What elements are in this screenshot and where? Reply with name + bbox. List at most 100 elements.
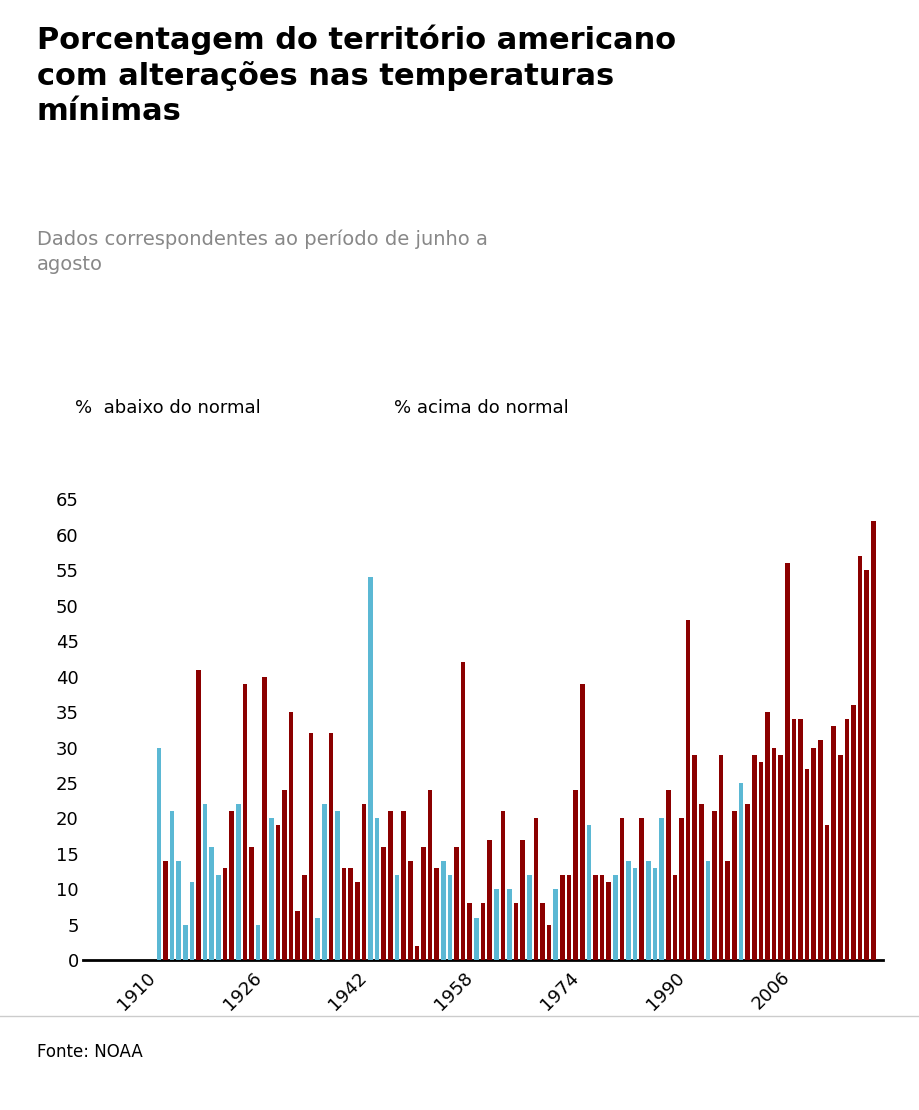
Bar: [804, 953, 809, 960]
Bar: [407, 861, 412, 960]
Bar: [460, 904, 465, 960]
Bar: [612, 910, 617, 960]
Bar: [480, 904, 485, 960]
Bar: [506, 925, 511, 960]
Bar: [573, 790, 577, 960]
Bar: [599, 875, 604, 960]
Bar: [374, 882, 379, 960]
Bar: [771, 747, 776, 960]
Bar: [494, 889, 498, 960]
Bar: [282, 790, 287, 960]
Bar: [276, 847, 280, 960]
Bar: [183, 925, 187, 960]
Bar: [156, 747, 161, 960]
Bar: [579, 684, 584, 960]
Bar: [711, 811, 716, 960]
Bar: [652, 910, 656, 960]
Bar: [672, 875, 676, 960]
Bar: [255, 925, 260, 960]
Text: %  abaixo do normal: % abaixo do normal: [75, 400, 261, 417]
Bar: [870, 904, 875, 960]
Bar: [222, 868, 227, 960]
Bar: [539, 904, 544, 960]
Bar: [850, 925, 855, 960]
Bar: [454, 847, 459, 960]
Bar: [738, 783, 743, 960]
Bar: [560, 925, 564, 960]
Bar: [698, 868, 703, 960]
Bar: [487, 839, 492, 960]
Bar: [235, 805, 240, 960]
Bar: [249, 847, 254, 960]
Bar: [725, 868, 730, 960]
Bar: [732, 811, 736, 960]
Bar: [176, 861, 181, 960]
Bar: [315, 918, 320, 960]
Bar: [804, 769, 809, 960]
Bar: [520, 868, 525, 960]
Bar: [467, 925, 471, 960]
Bar: [427, 918, 432, 960]
Bar: [440, 861, 445, 960]
Bar: [335, 861, 339, 960]
Bar: [632, 910, 637, 960]
Bar: [401, 854, 405, 960]
Bar: [480, 939, 485, 960]
Text: Porcentagem do território americano
com alterações nas temperaturas
mínimas: Porcentagem do território americano com …: [37, 24, 675, 125]
Bar: [692, 854, 697, 960]
Bar: [784, 563, 789, 960]
Bar: [626, 875, 630, 960]
Bar: [665, 790, 670, 960]
Bar: [831, 953, 835, 960]
Bar: [864, 953, 868, 960]
Bar: [573, 826, 577, 960]
Bar: [282, 832, 287, 960]
Bar: [784, 910, 789, 960]
Bar: [659, 818, 664, 960]
Bar: [301, 910, 306, 960]
Bar: [738, 783, 743, 960]
Bar: [176, 875, 181, 960]
Bar: [421, 882, 425, 960]
Bar: [626, 861, 630, 960]
Bar: [844, 931, 848, 960]
Bar: [744, 925, 749, 960]
Bar: [210, 847, 214, 960]
Bar: [249, 854, 254, 960]
Bar: [546, 925, 550, 960]
Bar: [473, 918, 478, 960]
Bar: [718, 755, 722, 960]
Bar: [790, 719, 795, 960]
Bar: [156, 805, 161, 960]
Bar: [170, 811, 175, 960]
Bar: [414, 946, 419, 960]
Bar: [705, 861, 709, 960]
Bar: [434, 868, 438, 960]
Bar: [599, 918, 604, 960]
Bar: [276, 826, 280, 960]
Bar: [196, 669, 200, 960]
Bar: [328, 805, 333, 960]
Bar: [765, 925, 769, 960]
Bar: [844, 719, 848, 960]
Bar: [566, 875, 571, 960]
Bar: [235, 805, 240, 960]
Bar: [831, 726, 835, 960]
Bar: [448, 910, 452, 960]
Bar: [744, 805, 749, 960]
Bar: [539, 910, 544, 960]
Bar: [553, 889, 558, 960]
Bar: [170, 847, 175, 960]
Bar: [586, 826, 591, 960]
Bar: [751, 755, 755, 960]
Bar: [322, 811, 326, 960]
Bar: [678, 946, 683, 960]
Bar: [427, 790, 432, 960]
Bar: [494, 910, 498, 960]
Bar: [500, 811, 505, 960]
Bar: [645, 861, 650, 960]
Bar: [732, 925, 736, 960]
Bar: [183, 925, 187, 960]
Bar: [593, 918, 597, 960]
Bar: [685, 655, 689, 960]
